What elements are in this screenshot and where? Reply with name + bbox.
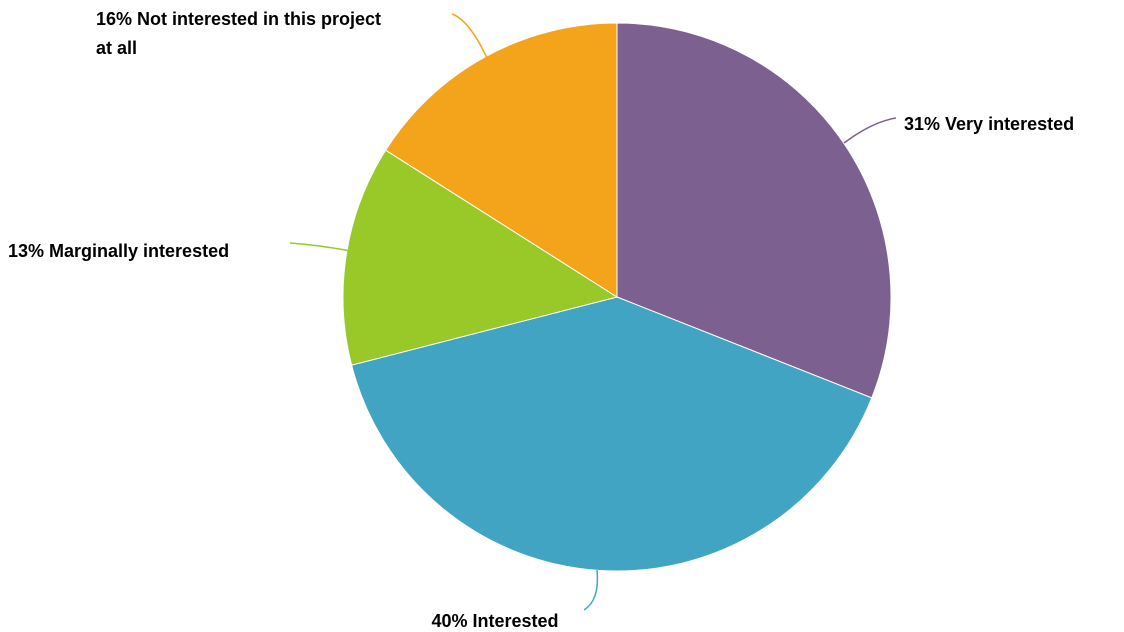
leader-line-2 bbox=[583, 569, 599, 611]
slice-labels: 31% Very interested 40% Interested 13% Mar… bbox=[8, 9, 1074, 631]
slice-label-marginally-interested: 13% Marginally interested bbox=[8, 241, 229, 261]
pie-slice-interested bbox=[351, 296, 873, 572]
slice-label-very-interested: 31% Very interested bbox=[904, 114, 1074, 134]
leader-line-1 bbox=[843, 117, 897, 144]
slice-label-line: 31% Very interested bbox=[904, 114, 1074, 134]
pie-slice-not-interested-in-this-project-at-all bbox=[384, 22, 618, 298]
slice-label-line: 16% Not interested in this project bbox=[96, 9, 381, 29]
pie-slices bbox=[342, 22, 892, 572]
slice-label-line: 40% Interested bbox=[431, 611, 558, 631]
leader-lines bbox=[289, 13, 897, 611]
slice-label-not-interested-in-this-project-at-all: 16% Not interested in this project at all bbox=[96, 9, 381, 58]
pie-slice-marginally-interested bbox=[342, 149, 619, 366]
leader-line-4 bbox=[451, 13, 488, 59]
slice-label-line: 13% Marginally interested bbox=[8, 241, 229, 261]
leader-line-3 bbox=[289, 242, 352, 252]
slice-label-interested: 40% Interested bbox=[431, 611, 558, 631]
pie-slice-very-interested bbox=[616, 22, 892, 399]
slice-label-line: at all bbox=[96, 38, 137, 58]
